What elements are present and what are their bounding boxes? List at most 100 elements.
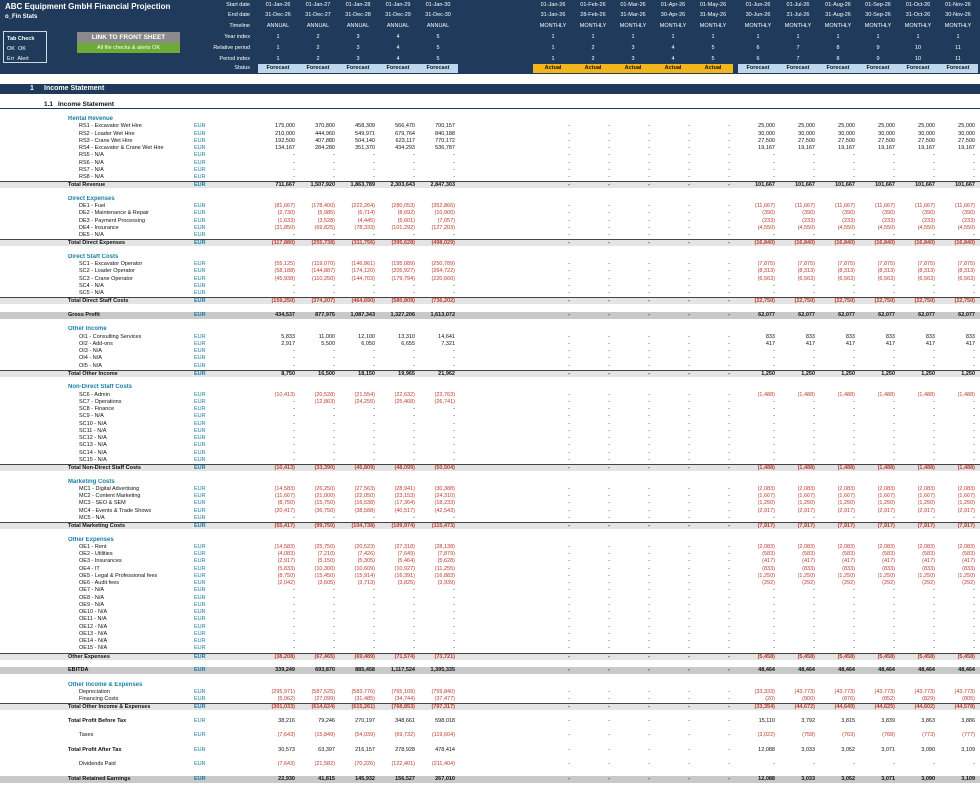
- annual-value-cell[interactable]: -: [413, 449, 415, 456]
- monthly-value-cell[interactable]: -: [728, 340, 730, 347]
- annual-value-cell[interactable]: 2,303,643: [390, 182, 415, 189]
- monthly-value-cell[interactable]: 48,464: [958, 667, 975, 673]
- monthly-value-cell[interactable]: -: [648, 558, 650, 565]
- monthly-value-cell[interactable]: -: [568, 653, 570, 660]
- annual-value-cell[interactable]: (69,489): [354, 653, 376, 660]
- monthly-value-cell[interactable]: 101,667: [795, 182, 815, 189]
- monthly-value-cell[interactable]: -: [608, 558, 610, 565]
- monthly-value-cell[interactable]: -: [728, 362, 730, 369]
- annual-value-cell[interactable]: (3,825): [397, 580, 415, 586]
- monthly-value-cell[interactable]: -: [893, 623, 895, 630]
- monthly-value-cell[interactable]: -: [853, 413, 855, 420]
- monthly-value-cell[interactable]: -: [973, 609, 975, 615]
- monthly-value-cell[interactable]: -: [608, 391, 610, 398]
- monthly-value-cell[interactable]: -: [893, 348, 895, 354]
- annual-value-cell[interactable]: (38,588): [354, 507, 376, 514]
- monthly-value-cell[interactable]: -: [648, 667, 650, 673]
- annual-value-cell[interactable]: 216,157: [355, 746, 375, 753]
- monthly-value-cell[interactable]: -: [648, 137, 650, 144]
- annual-value-cell[interactable]: 351,370: [355, 145, 375, 151]
- monthly-value-cell[interactable]: -: [893, 645, 895, 652]
- monthly-value-cell[interactable]: -: [773, 630, 775, 637]
- monthly-value-cell[interactable]: -: [813, 362, 815, 369]
- monthly-value-cell[interactable]: -: [933, 638, 935, 644]
- monthly-value-cell[interactable]: -: [568, 485, 570, 492]
- monthly-value-cell[interactable]: -: [728, 507, 730, 514]
- annual-value-cell[interactable]: 536,787: [435, 145, 455, 151]
- monthly-value-cell[interactable]: (33,354): [754, 704, 776, 711]
- annual-value-cell[interactable]: -: [293, 355, 295, 362]
- annual-value-cell[interactable]: -: [413, 290, 415, 296]
- monthly-value-cell[interactable]: -: [608, 543, 610, 550]
- annual-value-cell[interactable]: -: [293, 427, 295, 434]
- monthly-value-cell[interactable]: 3,033: [801, 775, 815, 782]
- monthly-value-cell[interactable]: -: [688, 348, 690, 354]
- annual-value-cell[interactable]: (21,554): [354, 391, 376, 398]
- monthly-value-cell[interactable]: -: [973, 514, 975, 521]
- annual-value-cell[interactable]: -: [453, 638, 455, 644]
- annual-value-cell[interactable]: (54,039): [354, 732, 376, 739]
- monthly-value-cell[interactable]: -: [933, 645, 935, 652]
- monthly-value-cell[interactable]: (2,917): [957, 507, 975, 514]
- monthly-value-cell[interactable]: 27,500: [918, 137, 935, 144]
- monthly-value-cell[interactable]: -: [728, 653, 730, 660]
- annual-value-cell[interactable]: (311,756): [351, 240, 375, 247]
- monthly-value-cell[interactable]: -: [648, 420, 650, 427]
- monthly-value-cell[interactable]: (16,840): [834, 240, 856, 247]
- monthly-value-cell[interactable]: -: [933, 398, 935, 405]
- monthly-value-cell[interactable]: -: [973, 282, 975, 289]
- monthly-value-cell[interactable]: -: [688, 565, 690, 572]
- annual-value-cell[interactable]: (16,538): [354, 500, 376, 507]
- monthly-value-cell[interactable]: -: [648, 275, 650, 282]
- annual-value-cell[interactable]: (10,413): [274, 465, 296, 471]
- monthly-value-cell[interactable]: -: [568, 667, 570, 673]
- annual-value-cell[interactable]: -: [293, 616, 295, 623]
- monthly-value-cell[interactable]: -: [568, 406, 570, 412]
- monthly-value-cell[interactable]: 19,167: [878, 145, 895, 151]
- annual-value-cell[interactable]: (31,485): [354, 696, 376, 702]
- monthly-value-cell[interactable]: -: [728, 240, 730, 247]
- monthly-value-cell[interactable]: -: [608, 145, 610, 151]
- annual-value-cell[interactable]: (5,305): [357, 558, 375, 565]
- monthly-value-cell[interactable]: -: [728, 398, 730, 405]
- monthly-value-cell[interactable]: -: [688, 174, 690, 180]
- monthly-value-cell[interactable]: (7,917): [757, 523, 775, 529]
- monthly-value-cell[interactable]: -: [688, 166, 690, 173]
- annual-value-cell[interactable]: (12,863): [314, 398, 336, 405]
- annual-value-cell[interactable]: -: [293, 435, 295, 441]
- monthly-value-cell[interactable]: (16,840): [874, 240, 896, 247]
- annual-value-cell[interactable]: (30,388): [434, 485, 456, 492]
- monthly-value-cell[interactable]: -: [568, 362, 570, 369]
- monthly-value-cell[interactable]: (583): [802, 551, 815, 557]
- monthly-value-cell[interactable]: (6,563): [757, 275, 775, 282]
- annual-value-cell[interactable]: -: [413, 609, 415, 615]
- monthly-value-cell[interactable]: -: [648, 580, 650, 586]
- monthly-value-cell[interactable]: -: [608, 565, 610, 572]
- monthly-value-cell[interactable]: (417): [882, 558, 895, 565]
- monthly-value-cell[interactable]: (7,917): [797, 523, 815, 529]
- monthly-value-cell[interactable]: (1,250): [917, 500, 935, 507]
- monthly-value-cell[interactable]: -: [648, 696, 650, 702]
- annual-value-cell[interactable]: 1,327,206: [390, 311, 415, 318]
- monthly-value-cell[interactable]: -: [973, 232, 975, 238]
- monthly-value-cell[interactable]: (1,250): [957, 572, 975, 579]
- annual-value-cell[interactable]: -: [373, 449, 375, 456]
- monthly-value-cell[interactable]: (7,875): [877, 261, 895, 267]
- monthly-value-cell[interactable]: -: [933, 514, 935, 521]
- annual-value-cell[interactable]: -: [413, 406, 415, 412]
- monthly-value-cell[interactable]: -: [688, 406, 690, 412]
- annual-value-cell[interactable]: (18,233): [434, 500, 456, 507]
- annual-value-cell[interactable]: 22,930: [278, 775, 295, 782]
- annual-value-cell[interactable]: (174,120): [351, 268, 375, 275]
- monthly-value-cell[interactable]: -: [688, 587, 690, 594]
- monthly-value-cell[interactable]: -: [973, 427, 975, 434]
- monthly-value-cell[interactable]: -: [648, 240, 650, 247]
- monthly-value-cell[interactable]: (22,750): [794, 298, 816, 305]
- annual-value-cell[interactable]: -: [333, 514, 335, 521]
- monthly-value-cell[interactable]: 25,000: [838, 123, 855, 130]
- monthly-value-cell[interactable]: -: [608, 261, 610, 267]
- monthly-value-cell[interactable]: 3,815: [841, 717, 855, 724]
- monthly-value-cell[interactable]: -: [648, 290, 650, 296]
- annual-value-cell[interactable]: -: [293, 159, 295, 166]
- monthly-value-cell[interactable]: -: [568, 638, 570, 644]
